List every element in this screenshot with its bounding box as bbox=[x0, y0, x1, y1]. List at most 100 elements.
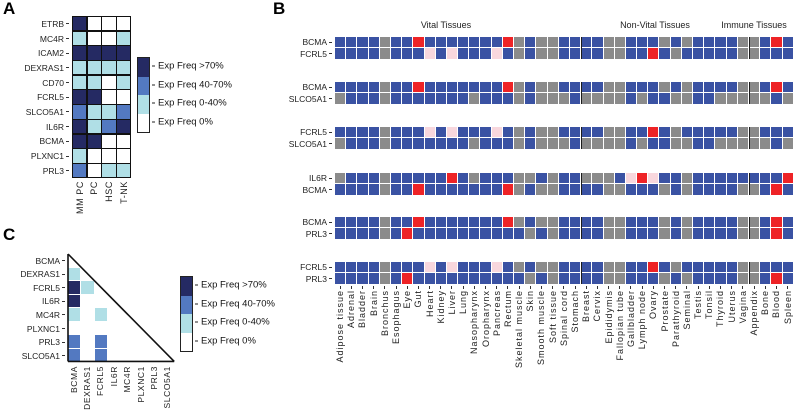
heatmap-cell bbox=[446, 184, 458, 195]
group-separator bbox=[580, 127, 583, 149]
tissue-label: Parathyroid bbox=[671, 286, 681, 368]
heatmap-cell bbox=[525, 273, 536, 284]
heatmap-cell bbox=[424, 127, 435, 138]
heatmap-cell bbox=[681, 228, 692, 239]
heatmap-cell bbox=[514, 217, 525, 228]
heatmap-cell bbox=[569, 82, 581, 93]
heatmap-cell bbox=[637, 217, 648, 228]
heatmap-cell bbox=[480, 138, 491, 149]
tissue-label: Vagina bbox=[738, 286, 748, 368]
heatmap-cell bbox=[335, 217, 346, 228]
heatmap-cell bbox=[390, 82, 402, 93]
heatmap-cell bbox=[782, 48, 793, 59]
tissue-label-text: Spinal cord bbox=[558, 289, 569, 346]
pair-row-labels: IL6R BCMA bbox=[245, 173, 332, 195]
heatmap-cell bbox=[379, 48, 390, 59]
tissue-label-text: Nasopharynx bbox=[469, 289, 480, 354]
heatmap-cell bbox=[704, 273, 715, 284]
heatmap-cell bbox=[390, 93, 402, 104]
heatmap-cell bbox=[603, 37, 614, 48]
heatmap-cell bbox=[737, 184, 748, 195]
heatmap-cell bbox=[737, 173, 748, 184]
heatmap-cell bbox=[458, 262, 469, 273]
heatmap-cell bbox=[525, 217, 536, 228]
heatmap-cell bbox=[614, 273, 625, 284]
heatmap-cell bbox=[73, 17, 87, 31]
heatmap-cell bbox=[502, 48, 513, 59]
heatmap-cell bbox=[68, 281, 81, 294]
tissue-label-text: Appendix bbox=[749, 289, 760, 336]
heatmap-cell bbox=[480, 127, 491, 138]
axis-tick bbox=[787, 286, 789, 289]
axis-tick bbox=[66, 67, 69, 69]
group-title-immune: Immune Tissues bbox=[721, 20, 787, 30]
tissue-label: Liver bbox=[447, 286, 457, 368]
col-label-text: MM PC bbox=[74, 181, 85, 214]
heatmap-cell bbox=[569, 262, 581, 273]
heatmap-cell bbox=[704, 228, 715, 239]
tissue-heatmap-pair bbox=[335, 127, 793, 149]
legend-label: Exp Freq 0-40% bbox=[152, 98, 227, 109]
heatmap-cell bbox=[502, 217, 513, 228]
heatmap-cell bbox=[357, 217, 368, 228]
gene-row-label: SLCO5A1 bbox=[245, 93, 332, 104]
heatmap-cell bbox=[502, 184, 513, 195]
heatmap-cell bbox=[569, 184, 581, 195]
heatmap-cell bbox=[547, 228, 558, 239]
heatmap-cell bbox=[458, 184, 469, 195]
heatmap-cell bbox=[748, 184, 760, 195]
heatmap-cell bbox=[491, 173, 502, 184]
heatmap-cell bbox=[704, 138, 715, 149]
tissue-label: Skeletal muscle bbox=[514, 286, 524, 368]
heatmap-cell bbox=[547, 173, 558, 184]
heatmap-cell bbox=[525, 93, 536, 104]
legend-label: Exp Freq 0-40% bbox=[195, 317, 270, 328]
heatmap-cell bbox=[480, 93, 491, 104]
heatmap-cell bbox=[592, 82, 603, 93]
heatmap-cell bbox=[693, 37, 704, 48]
axis-tick bbox=[440, 286, 442, 289]
heatmap-cell bbox=[469, 262, 480, 273]
heatmap-cell bbox=[346, 93, 357, 104]
heatmap-cell bbox=[569, 217, 581, 228]
heatmap-cell bbox=[102, 119, 116, 134]
tissue-label-text: Rectum bbox=[502, 289, 513, 327]
heatmap-cell bbox=[771, 138, 782, 149]
heatmap-cell bbox=[73, 105, 87, 119]
tissue-label-text: Soft tissue bbox=[547, 289, 558, 343]
tissue-heatmap-pair bbox=[335, 262, 793, 284]
heatmap-cell bbox=[469, 48, 480, 59]
heatmap-cell bbox=[782, 262, 793, 273]
tissue-label: Cervix bbox=[592, 286, 602, 368]
heatmap-cell bbox=[659, 217, 670, 228]
heatmap-cell bbox=[648, 228, 659, 239]
heatmap-cell bbox=[558, 82, 569, 93]
tissue-label: Nasopharynx bbox=[469, 286, 479, 368]
gene-label-text: BCMA bbox=[302, 37, 327, 48]
heatmap-cell bbox=[424, 82, 435, 93]
heatmap-cell bbox=[581, 273, 592, 284]
row-label: MC4R bbox=[0, 308, 65, 322]
heatmap-cell bbox=[536, 228, 547, 239]
heatmap-cell bbox=[670, 184, 681, 195]
heatmap-cell bbox=[648, 173, 659, 184]
heatmap-cell bbox=[346, 48, 357, 59]
heatmap-cell bbox=[73, 119, 87, 134]
heatmap-cell bbox=[737, 93, 748, 104]
heatmap-cell bbox=[614, 173, 625, 184]
heatmap-cell bbox=[592, 217, 603, 228]
col-label-text: DEXRAS1 bbox=[82, 366, 93, 410]
heatmap-cell bbox=[424, 273, 435, 284]
heatmap-cell bbox=[625, 228, 637, 239]
col-label: DEXRAS1 bbox=[81, 366, 93, 410]
tissue-label: Bladder bbox=[357, 286, 367, 368]
heatmap-cell bbox=[458, 127, 469, 138]
panel-c-heatmap bbox=[68, 254, 174, 362]
heatmap-cell bbox=[379, 262, 390, 273]
heatmap-cell bbox=[117, 46, 131, 60]
heatmap-cell bbox=[357, 48, 368, 59]
heatmap-cell bbox=[491, 262, 502, 273]
tissue-label-text: Epididymis bbox=[603, 289, 614, 344]
heatmap-cell bbox=[592, 173, 603, 184]
